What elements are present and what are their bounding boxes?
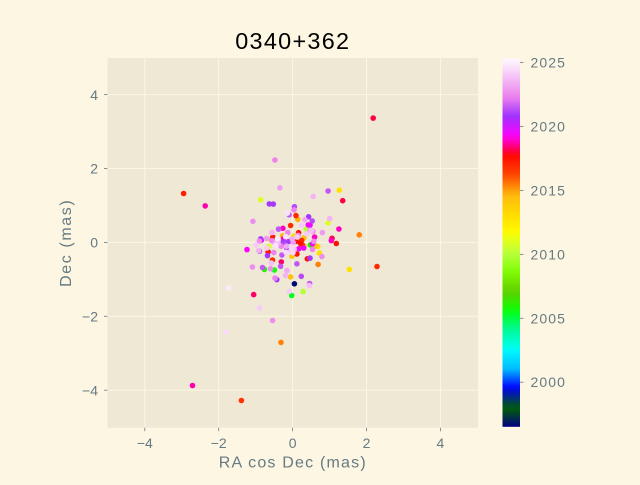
svg-text:0: 0: [90, 235, 98, 251]
svg-text:2015: 2015: [531, 182, 567, 198]
svg-text:0340+362: 0340+362: [235, 28, 350, 54]
svg-text:0: 0: [289, 435, 297, 451]
svg-text:2010: 2010: [531, 246, 567, 262]
svg-text:−4: −4: [137, 435, 153, 451]
svg-text:−2: −2: [211, 435, 227, 451]
svg-text:−4: −4: [82, 382, 98, 398]
svg-text:2: 2: [363, 435, 371, 451]
svg-text:2: 2: [90, 161, 98, 177]
svg-text:4: 4: [437, 435, 445, 451]
svg-text:4: 4: [90, 87, 98, 103]
svg-text:RA cos Dec (mas): RA cos Dec (mas): [219, 454, 367, 471]
svg-text:2005: 2005: [531, 310, 567, 326]
svg-text:2020: 2020: [531, 119, 567, 135]
svg-text:2000: 2000: [531, 374, 567, 390]
svg-text:Dec (mas): Dec (mas): [58, 199, 75, 287]
svg-text:2025: 2025: [531, 55, 567, 71]
svg-text:−2: −2: [82, 309, 98, 325]
